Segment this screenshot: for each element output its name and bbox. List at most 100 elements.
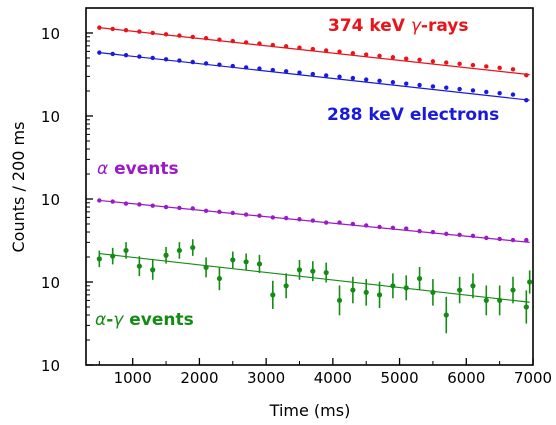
data-point [323, 220, 329, 225]
data-point [97, 198, 102, 203]
data-point [296, 267, 303, 273]
data-point [297, 217, 302, 222]
data-point [484, 64, 489, 69]
x-axis-title: Time (ms) [269, 401, 351, 420]
data-point [297, 45, 302, 50]
data-point [457, 86, 462, 92]
data-point [497, 236, 502, 242]
x-tick-label: 4000 [314, 369, 352, 387]
data-point [217, 62, 222, 67]
y-tick-label: 10 [41, 25, 60, 43]
x-tick-label: 1000 [114, 369, 152, 387]
data-point [417, 82, 422, 88]
data-point [163, 32, 169, 37]
y-axis-ticks: 101102103104105 [41, 25, 93, 375]
data-point [163, 204, 169, 210]
data-point [216, 275, 223, 282]
data-point [350, 51, 356, 56]
data-points [96, 25, 533, 318]
fit-line [99, 252, 530, 303]
data-point [350, 75, 356, 81]
x-tick-label: 6000 [447, 369, 485, 387]
y-tick-label: 10 [41, 357, 60, 375]
data-point [470, 62, 476, 68]
data-point [110, 26, 115, 32]
data-point [443, 312, 449, 318]
data-point [137, 54, 142, 59]
data-point [257, 66, 262, 71]
data-point [230, 63, 235, 69]
data-point [376, 292, 383, 298]
data-point [230, 210, 235, 216]
data-point [430, 59, 436, 64]
data-point [243, 65, 249, 70]
data-point [404, 56, 409, 61]
data-point [123, 247, 129, 254]
data-point [350, 287, 356, 293]
data-point [527, 279, 533, 285]
data-point [137, 202, 142, 207]
data-point [497, 65, 502, 71]
data-point [283, 283, 289, 289]
data-point [497, 91, 502, 96]
data-point [430, 289, 436, 295]
data-point [497, 297, 503, 304]
data-point [390, 55, 396, 60]
data-point [137, 29, 142, 34]
data-point [323, 48, 329, 53]
data-point [203, 208, 209, 214]
y-tick-label: 10 [41, 191, 60, 209]
data-point [190, 59, 195, 65]
plot-frame [85, 7, 534, 366]
y-tick-label: 10 [41, 108, 60, 126]
data-point [444, 85, 449, 90]
data-point [390, 283, 396, 289]
data-point [110, 253, 116, 259]
data-point [270, 67, 276, 73]
data-point [96, 256, 102, 262]
data-point [150, 55, 155, 61]
data-point [176, 247, 183, 254]
x-tick-label: 7000 [514, 369, 552, 387]
data-point [177, 205, 182, 211]
y-axis-title: Counts / 200 ms [9, 122, 28, 253]
data-point [203, 36, 209, 41]
data-point [110, 51, 115, 57]
x-axis-ticks: 1000 2000 3000 4000 5000 6000 7000 [98, 358, 552, 387]
data-point [243, 259, 249, 265]
data-point [524, 237, 529, 243]
fit-line [99, 27, 530, 76]
data-point [270, 292, 276, 298]
data-point [337, 220, 342, 225]
data-point [350, 221, 356, 227]
fit-line [99, 52, 530, 101]
data-point [163, 252, 169, 258]
data-point [337, 49, 342, 54]
y-tick-label: 10 [41, 274, 60, 292]
data-point [444, 231, 449, 237]
data-point [97, 25, 102, 30]
data-point [444, 60, 449, 65]
data-point [190, 34, 195, 40]
data-point [470, 283, 476, 289]
data-point [416, 275, 423, 282]
data-point [150, 267, 156, 273]
data-point [203, 264, 209, 270]
data-point [377, 53, 382, 59]
data-point [377, 224, 382, 230]
data-point [336, 297, 343, 304]
data-point [163, 57, 169, 62]
data-point [230, 38, 235, 44]
data-point [310, 71, 316, 77]
x-tick-label: 2000 [180, 369, 218, 387]
data-point [364, 223, 369, 228]
data-point [217, 37, 222, 42]
data-point [390, 80, 396, 85]
data-point [510, 67, 516, 72]
data-point [123, 28, 129, 33]
data-point [484, 235, 489, 241]
data-point [297, 70, 302, 75]
data-point [110, 199, 115, 204]
data-point [177, 33, 182, 38]
data-point [457, 287, 463, 293]
